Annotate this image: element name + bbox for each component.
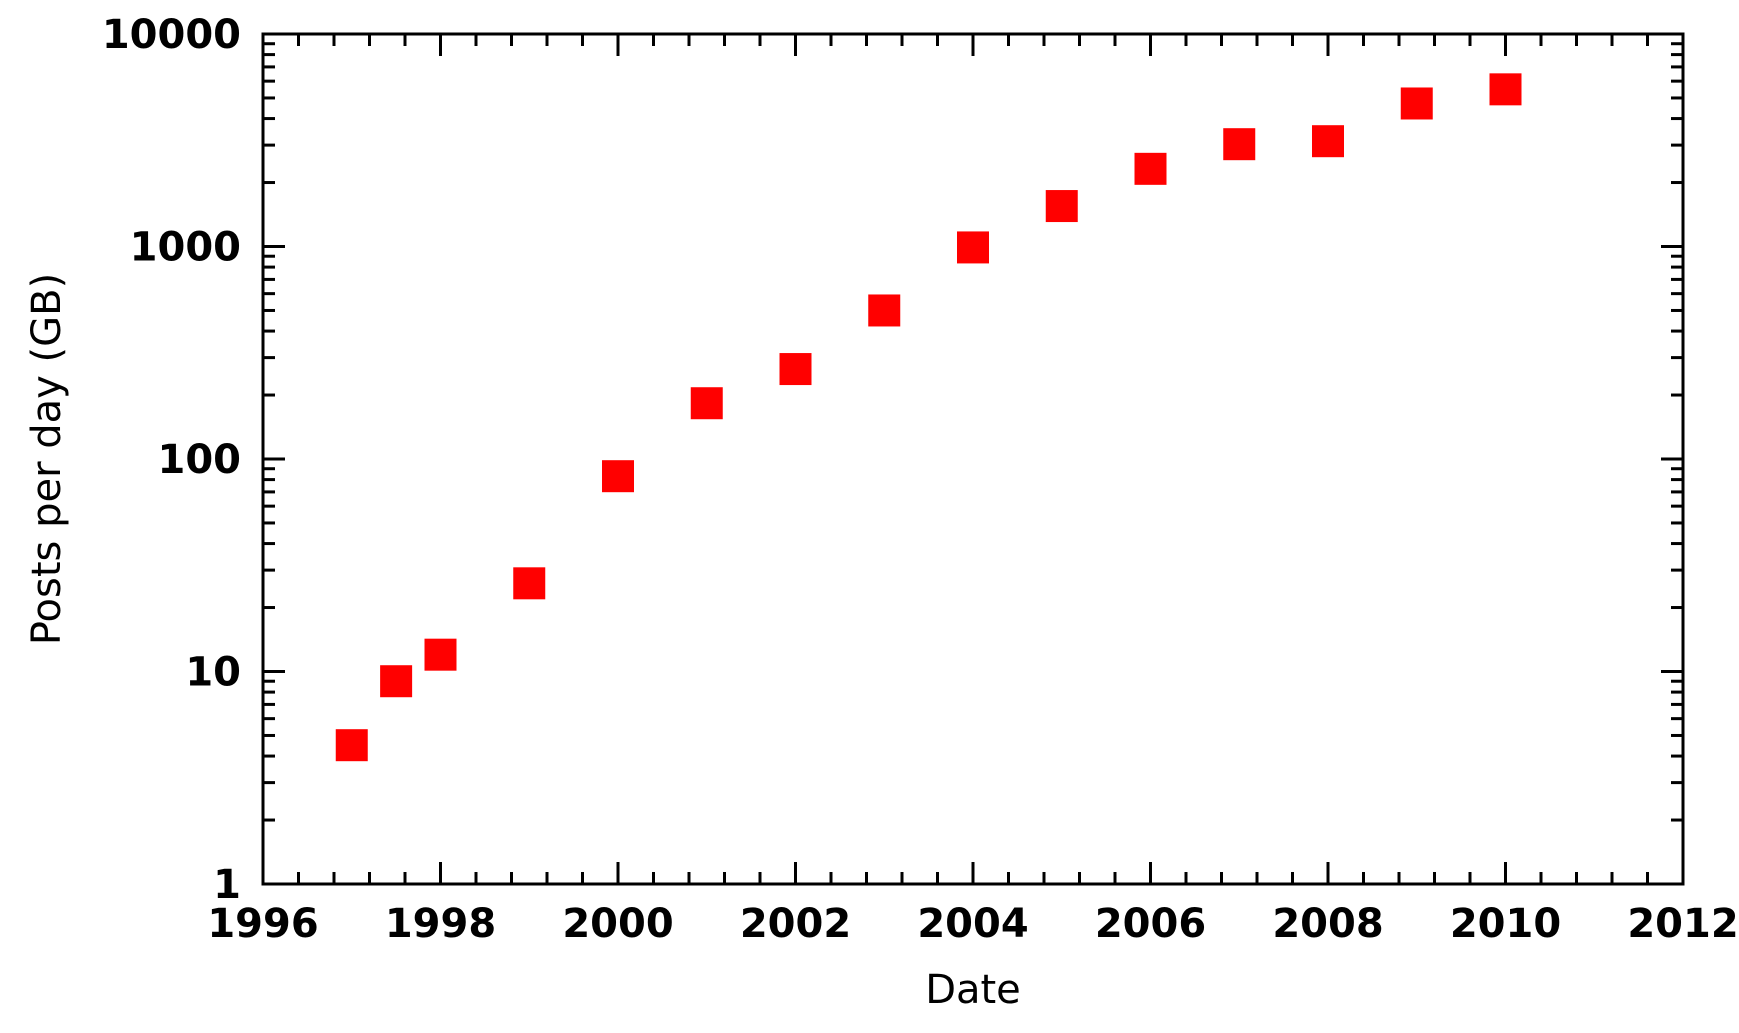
x-tick-label: 2004: [917, 901, 1028, 947]
y-tick-label: 100: [158, 437, 242, 483]
x-tick-label: 2008: [1272, 901, 1383, 947]
plot-frame: [261, 32, 1685, 886]
x-tick-label: 2000: [562, 901, 673, 947]
x-tick-label: 2012: [1627, 901, 1738, 947]
x-tick-label: 2010: [1450, 901, 1561, 947]
minor-ticks: [263, 34, 1683, 884]
data-point: [380, 665, 413, 698]
data-point: [1045, 190, 1078, 223]
data-point: [1489, 73, 1522, 106]
data-point: [868, 294, 901, 327]
y-axis-label: Posts per day (GB): [24, 273, 70, 645]
data-points: [335, 73, 1522, 762]
data-point: [1134, 152, 1167, 185]
data-point: [779, 353, 812, 386]
y-tick-label: 1: [213, 862, 241, 908]
y-tick-labels: 1 10 100 1000 10000: [102, 12, 241, 908]
data-point: [690, 387, 723, 420]
x-tick-label: 2006: [1095, 901, 1206, 947]
data-point: [424, 638, 457, 671]
data-point: [335, 729, 368, 762]
x-tick-label: 1996: [207, 901, 318, 947]
data-point: [602, 460, 634, 493]
x-tick-label: 2002: [740, 901, 851, 947]
x-axis-label: Date: [925, 967, 1021, 1013]
y-tick-label: 1000: [130, 225, 241, 271]
data-point: [513, 567, 546, 600]
major-ticks: [261, 32, 1685, 886]
data-point: [1223, 128, 1256, 161]
x-tick-label: 1998: [385, 901, 496, 947]
x-tick-labels: 1996 1998 2000 2002 2004 2006 2008 2010 2012: [207, 901, 1738, 947]
y-tick-label: 10: [185, 650, 241, 696]
y-tick-label: 10000: [102, 12, 241, 58]
data-point: [957, 231, 989, 264]
data-point: [1312, 125, 1344, 158]
data-point: [1400, 87, 1433, 120]
